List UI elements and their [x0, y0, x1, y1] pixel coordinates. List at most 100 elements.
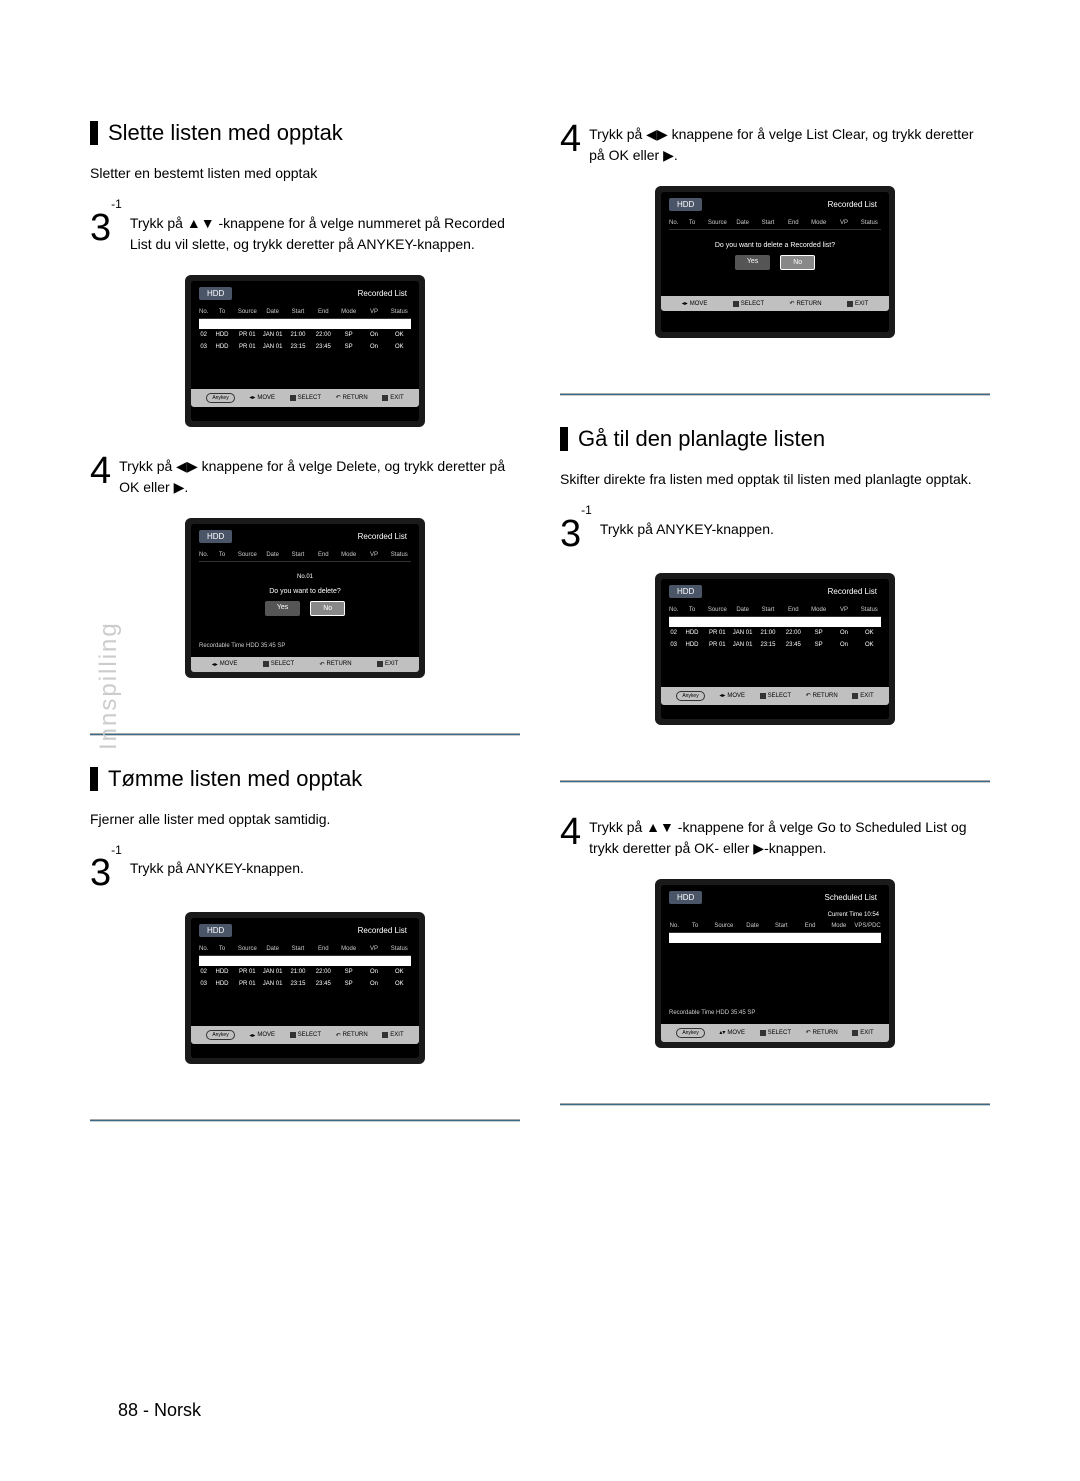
- divider: [90, 733, 520, 736]
- select-hint: SELECT: [760, 1030, 791, 1036]
- anykey-button[interactable]: Anykey: [676, 1028, 704, 1038]
- screen-footer: Anykey ◂▸ MOVE SELECT ↶RETURN EXIT: [661, 687, 889, 705]
- return-hint: ↶RETURN: [320, 661, 352, 668]
- no-button[interactable]: No: [310, 601, 345, 616]
- recordable-time: Recordable Time HDD 35:45 SP: [199, 641, 411, 651]
- move-hint: ◂▸ MOVE: [212, 661, 238, 668]
- dialog-message: Do you want to delete?: [199, 588, 411, 595]
- yes-button[interactable]: Yes: [735, 255, 770, 270]
- screen-footer: ◂▸ MOVE SELECT ↶RETURN EXIT: [191, 657, 419, 672]
- step-text: Trykk på ▲▼ -knappene for å velge nummer…: [130, 209, 520, 255]
- recordable-time: Recordable Time HDD 35:45 SP: [669, 1008, 881, 1018]
- step-text: Trykk på ▲▼ -knappene for å velge Go to …: [589, 813, 990, 859]
- step-number: 3-1: [90, 854, 122, 892]
- screen-footer: ◂▸ MOVE SELECT ↶RETURN EXIT: [661, 296, 889, 311]
- confirm-dialog: No.01 Do you want to delete? Yes No: [199, 574, 411, 616]
- section-title: Slette listen med opptak: [108, 120, 343, 146]
- list-title: Scheduled List: [821, 891, 881, 904]
- section-title: Tømme listen med opptak: [108, 766, 362, 792]
- selected-row[interactable]: [669, 617, 881, 627]
- divider: [560, 1103, 990, 1106]
- section-description: Fjerner alle lister med opptak samtidig.: [90, 810, 520, 830]
- heading-bar: [90, 767, 98, 791]
- no-button[interactable]: No: [780, 255, 815, 270]
- device-screen: HDD Scheduled List Current Time 10:54 No…: [655, 879, 895, 1048]
- hdd-label: HDD: [199, 287, 232, 300]
- table-row[interactable]: 03HDDPR 01JAN 0123:1523:45SPOnOK: [199, 978, 411, 990]
- step-3: 3-1 Trykk på ▲▼ -knappene for å velge nu…: [90, 209, 520, 255]
- selected-row[interactable]: [199, 956, 411, 966]
- step-text: Trykk på ANYKEY-knappen.: [130, 854, 304, 892]
- exit-hint: EXIT: [382, 395, 403, 401]
- return-hint: ↶RETURN: [806, 1029, 838, 1036]
- left-column: Slette listen med opptak Sletter en best…: [90, 120, 520, 1152]
- dialog-sub: No.01: [199, 574, 411, 580]
- section-description: Skifter direkte fra listen med opptak ti…: [560, 470, 990, 490]
- list-title: Recorded List: [824, 585, 881, 598]
- device-screen: HDD Recorded List No.ToSourceDateStartEn…: [185, 912, 425, 1064]
- select-hint: SELECT: [760, 693, 791, 699]
- yes-button[interactable]: Yes: [265, 601, 300, 616]
- return-hint: ↶RETURN: [790, 300, 822, 307]
- move-hint: ◂▸ MOVE: [249, 394, 275, 401]
- anykey-button[interactable]: Anykey: [206, 1030, 234, 1040]
- step-number: 3-1: [560, 515, 592, 553]
- table-row[interactable]: 02HDDPR 01JAN 0121:0022:00SPOnOK: [199, 966, 411, 978]
- divider: [560, 393, 990, 396]
- return-hint: ↶RETURN: [336, 394, 368, 401]
- anykey-button[interactable]: Anykey: [676, 691, 704, 701]
- step-4: 4 Trykk på ◀▶ knappene for å velge Delet…: [90, 452, 520, 498]
- section-description: Sletter en bestemt listen med opptak: [90, 164, 520, 184]
- divider: [560, 780, 990, 783]
- exit-hint: EXIT: [382, 1032, 403, 1038]
- exit-hint: EXIT: [847, 301, 868, 307]
- table-row[interactable]: 02HDDPR 01JAN 0121:0022:00SPOnOK: [669, 627, 881, 639]
- sidebar-tab-text: Innspilling: [95, 621, 123, 750]
- table-row[interactable]: 03HDDPR 01JAN 0123:1523:45SPOnOK: [669, 639, 881, 651]
- move-hint: ◂▸ MOVE: [682, 300, 708, 307]
- hdd-label: HDD: [669, 198, 702, 211]
- current-time: Current Time 10:54: [669, 910, 881, 920]
- selected-row[interactable]: [669, 933, 881, 943]
- table-header: No.ToSourceDateStartEndModeVPS/PDC: [669, 920, 881, 933]
- device-screen: HDD Recorded List No.ToSourceDateStartEn…: [655, 186, 895, 338]
- step-text: Trykk på ◀▶ knappene for å velge List Cl…: [589, 120, 990, 166]
- hdd-label: HDD: [669, 585, 702, 598]
- step-number: 4: [560, 120, 581, 166]
- hdd-label: HDD: [199, 530, 232, 543]
- step-text: Trykk på ANYKEY-knappen.: [600, 515, 774, 553]
- heading-bar: [90, 121, 98, 145]
- table-header: No.ToSourceDateStartEndModeVPStatus: [199, 549, 411, 562]
- step-3: 3-1 Trykk på ANYKEY-knappen.: [560, 515, 990, 553]
- screen-footer: Anykey ◂▸ MOVE SELECT ↶RETURN EXIT: [191, 1026, 419, 1044]
- step-4: 4 Trykk på ▲▼ -knappene for å velge Go t…: [560, 813, 990, 859]
- right-column: 4 Trykk på ◀▶ knappene for å velge List …: [560, 120, 990, 1152]
- device-screen: HDD Recorded List No.ToSourceDateStartEn…: [185, 275, 425, 427]
- list-title: Recorded List: [824, 198, 881, 211]
- selected-row[interactable]: [199, 319, 411, 329]
- anykey-button[interactable]: Anykey: [206, 393, 234, 403]
- table-row[interactable]: 03HDDPR 01JAN 0123:1523:45SPOnOK: [199, 341, 411, 353]
- select-hint: SELECT: [290, 1032, 321, 1038]
- return-hint: ↶RETURN: [336, 1032, 368, 1039]
- step-number: 3-1: [90, 209, 122, 255]
- table-header: No.ToSourceDateStartEndModeVPStatus: [669, 604, 881, 617]
- exit-hint: EXIT: [852, 693, 873, 699]
- hdd-label: HDD: [199, 924, 232, 937]
- select-hint: SELECT: [733, 301, 764, 307]
- section-heading: Gå til den planlagte listen: [560, 426, 990, 452]
- section-title: Gå til den planlagte listen: [578, 426, 825, 452]
- table-header: No.ToSourceDateStartEndModeVPStatus: [199, 306, 411, 319]
- move-hint: ◂▸ MOVE: [719, 692, 745, 699]
- screen-footer: Anykey ◂▸ MOVE SELECT ↶RETURN EXIT: [191, 389, 419, 407]
- device-screen: HDD Recorded List No.ToSourceDateStartEn…: [185, 518, 425, 678]
- confirm-dialog: Do you want to delete a Recorded list? Y…: [669, 242, 881, 270]
- list-title: Recorded List: [354, 287, 411, 300]
- step-4: 4 Trykk på ◀▶ knappene for å velge List …: [560, 120, 990, 166]
- page-content: Slette listen med opptak Sletter en best…: [90, 120, 990, 1152]
- step-3: 3-1 Trykk på ANYKEY-knappen.: [90, 854, 520, 892]
- return-hint: ↶RETURN: [806, 692, 838, 699]
- table-row[interactable]: 02HDDPR 01JAN 0121:0022:00SPOnOK: [199, 329, 411, 341]
- step-number: 4: [90, 452, 111, 498]
- screen-footer: Anykey ▴▾ MOVE SELECT ↶RETURN EXIT: [661, 1024, 889, 1042]
